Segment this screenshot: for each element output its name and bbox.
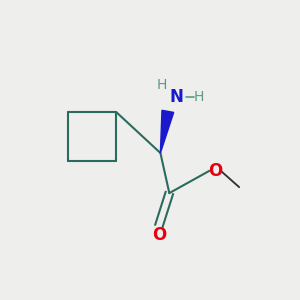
Text: N: N — [170, 88, 184, 106]
Text: H: H — [157, 78, 167, 92]
Polygon shape — [160, 110, 174, 153]
Text: H: H — [194, 89, 204, 103]
Text: O: O — [152, 226, 166, 244]
Text: O: O — [208, 162, 222, 180]
